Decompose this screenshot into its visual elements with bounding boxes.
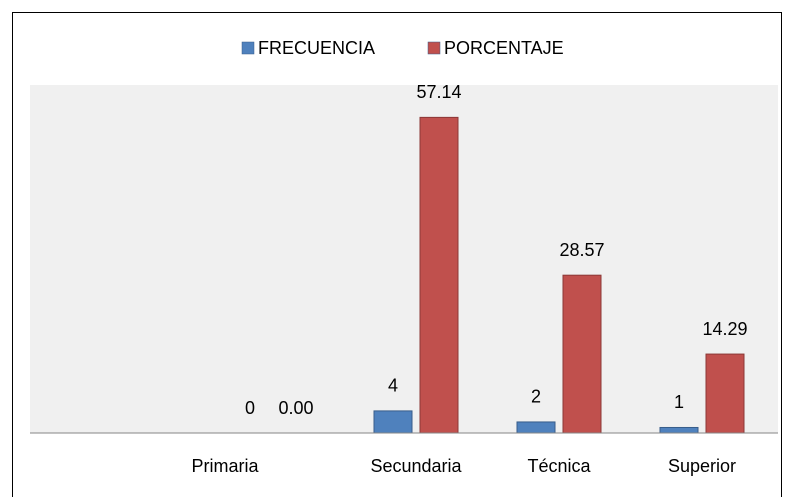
bar	[705, 353, 745, 434]
bar	[373, 410, 413, 434]
bar	[516, 421, 556, 434]
data-label: 2	[531, 387, 541, 407]
legend-label: FRECUENCIA	[258, 38, 375, 58]
x-tick-label: Superior	[668, 456, 736, 476]
legend-swatch	[427, 41, 441, 55]
data-label: 4	[388, 376, 398, 396]
bar	[419, 116, 459, 434]
data-label: 14.29	[702, 319, 747, 339]
x-tick-label: Primaria	[191, 456, 259, 476]
data-label: 57.14	[416, 82, 461, 102]
data-label: 0	[245, 398, 255, 418]
x-tick-label: Técnica	[527, 456, 591, 476]
data-label: 28.57	[559, 240, 604, 260]
legend-swatch	[241, 41, 255, 55]
legend-label: PORCENTAJE	[444, 38, 564, 58]
x-tick-label: Secundaria	[370, 456, 462, 476]
data-label: 0.00	[278, 398, 313, 418]
bar	[659, 426, 699, 434]
data-label: 1	[674, 392, 684, 412]
bar	[562, 274, 602, 434]
plot-area	[30, 85, 778, 433]
